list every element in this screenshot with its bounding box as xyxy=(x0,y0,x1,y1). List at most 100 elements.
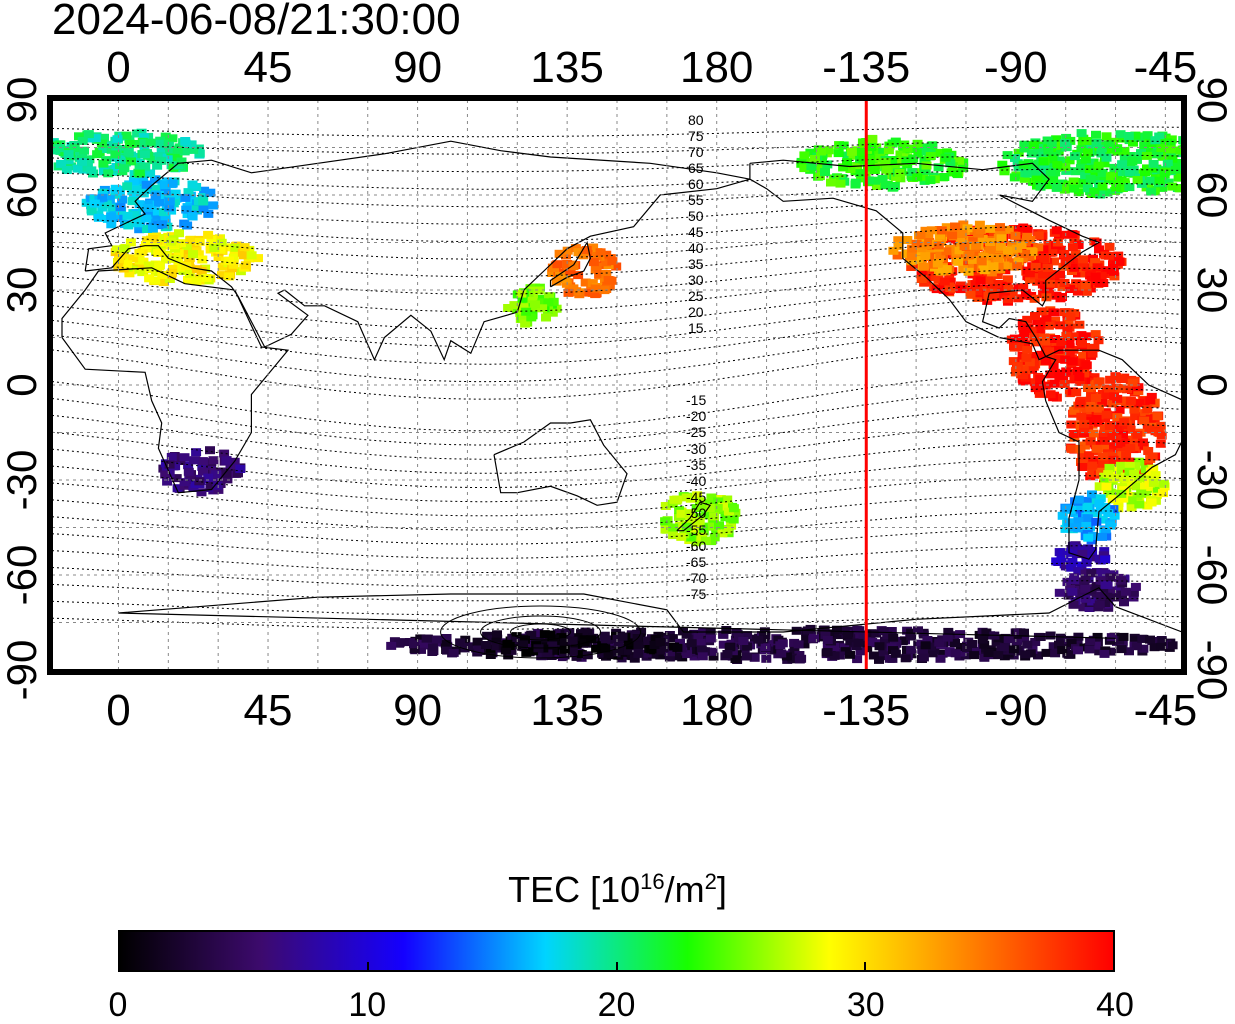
tec-cell xyxy=(894,242,904,250)
left-latitude-tick: -90 xyxy=(1,610,43,730)
tec-cell xyxy=(851,179,861,187)
tec-cell xyxy=(870,166,880,174)
tec-cell xyxy=(1009,645,1019,653)
tec-cell xyxy=(240,243,250,251)
tec-cell xyxy=(1147,499,1157,507)
contour-label: 50 xyxy=(688,209,704,223)
tec-cell xyxy=(1077,340,1087,348)
bottom-longitude-tick: -135 xyxy=(806,689,926,733)
tec-cell xyxy=(399,638,409,646)
tec-cell xyxy=(855,169,865,177)
colorbar-title: TEC [1016/m2] xyxy=(0,868,1235,912)
tec-cell xyxy=(521,308,531,316)
tec-cell xyxy=(449,649,459,657)
tec-cell xyxy=(1168,641,1178,649)
tec-cell xyxy=(633,650,643,658)
tec-cell xyxy=(591,645,601,653)
tec-cell xyxy=(64,150,74,158)
tec-cell xyxy=(854,639,864,647)
tec-cell xyxy=(1022,641,1032,649)
colorbar-title-unit-exponent: 2 xyxy=(705,869,717,894)
tec-cell xyxy=(1145,397,1155,405)
tec-cell xyxy=(1121,588,1131,596)
tec-cell xyxy=(912,173,922,181)
tec-cell xyxy=(1142,405,1152,413)
colorbar-title-suffix: ] xyxy=(717,869,727,910)
tec-cell xyxy=(875,642,885,650)
tec-cell xyxy=(502,640,512,648)
tec-cell xyxy=(1158,489,1168,497)
tec-cell xyxy=(993,254,1003,262)
tec-cell xyxy=(816,148,826,156)
tec-cell xyxy=(913,140,923,148)
tec-cell xyxy=(1105,376,1115,384)
tec-cell xyxy=(906,646,916,654)
contour-label: -25 xyxy=(686,425,706,439)
tec-cell xyxy=(182,222,192,230)
tec-cell xyxy=(103,169,113,177)
contour-label: 25 xyxy=(688,289,704,303)
tec-cell xyxy=(1060,380,1070,388)
tec-cell xyxy=(1150,136,1160,144)
tec-cell xyxy=(386,642,396,650)
tec-cell xyxy=(1045,280,1055,288)
tec-cell xyxy=(191,277,201,285)
contour-label: -60 xyxy=(686,539,706,553)
top-longitude-tick: -90 xyxy=(956,46,1076,90)
bottom-longitude-tick: 90 xyxy=(358,689,478,733)
tec-cell xyxy=(1119,633,1129,641)
tec-cell xyxy=(1078,255,1088,263)
tec-cell xyxy=(795,656,805,664)
tec-cell xyxy=(1100,650,1110,658)
tec-cell xyxy=(916,231,926,239)
tec-cell xyxy=(1046,632,1056,640)
tec-cell xyxy=(1051,557,1061,565)
tec-cell xyxy=(203,231,213,239)
tec-cell xyxy=(188,250,198,258)
tec-cell xyxy=(1131,583,1141,591)
tec-cell xyxy=(568,637,578,645)
tec-cell xyxy=(1071,388,1081,396)
tec-cell xyxy=(823,648,833,656)
bottom-longitude-tick: 180 xyxy=(657,689,777,733)
contour-label: 35 xyxy=(688,257,704,271)
contour-label: -40 xyxy=(686,474,706,488)
tec-cell xyxy=(1031,263,1041,271)
tec-cell xyxy=(1136,490,1146,498)
tec-cell xyxy=(1155,177,1165,185)
tec-cell xyxy=(933,260,943,268)
tec-cell xyxy=(1156,440,1166,448)
top-axis-bar xyxy=(52,95,1182,100)
tec-cell xyxy=(842,158,852,166)
tec-cell xyxy=(888,634,898,642)
tec-cell xyxy=(1117,160,1127,168)
top-longitude-tick: -135 xyxy=(806,46,926,90)
tec-cell xyxy=(86,166,96,174)
tec-cell xyxy=(823,636,833,644)
tec-cell xyxy=(1159,480,1169,488)
tec-cell xyxy=(111,150,121,158)
tec-cell xyxy=(997,234,1007,242)
tec-cell xyxy=(1069,178,1079,186)
tec-cell xyxy=(148,225,158,233)
tec-cell xyxy=(1116,462,1126,470)
tec-cell xyxy=(481,641,491,649)
tec-cell xyxy=(1167,183,1177,191)
tec-cell xyxy=(926,152,936,160)
colorbar-tick-label: 10 xyxy=(317,988,417,1022)
tec-cell xyxy=(1073,646,1083,654)
tec-cell xyxy=(1056,294,1066,302)
tec-cell xyxy=(140,162,150,170)
top-longitude-tick: 45 xyxy=(208,46,328,90)
tec-cell xyxy=(1000,643,1010,651)
tec-cell xyxy=(1146,188,1156,196)
tec-cell xyxy=(1127,157,1137,165)
tec-cell xyxy=(1052,161,1062,169)
tec-cell xyxy=(1088,430,1098,438)
tec-cell xyxy=(1018,224,1028,232)
tec-cell xyxy=(729,516,739,524)
tec-cell xyxy=(1087,462,1097,470)
colorbar-tick-label: 0 xyxy=(68,988,168,1022)
tec-cell xyxy=(1133,176,1143,184)
tec-cell xyxy=(721,626,731,634)
